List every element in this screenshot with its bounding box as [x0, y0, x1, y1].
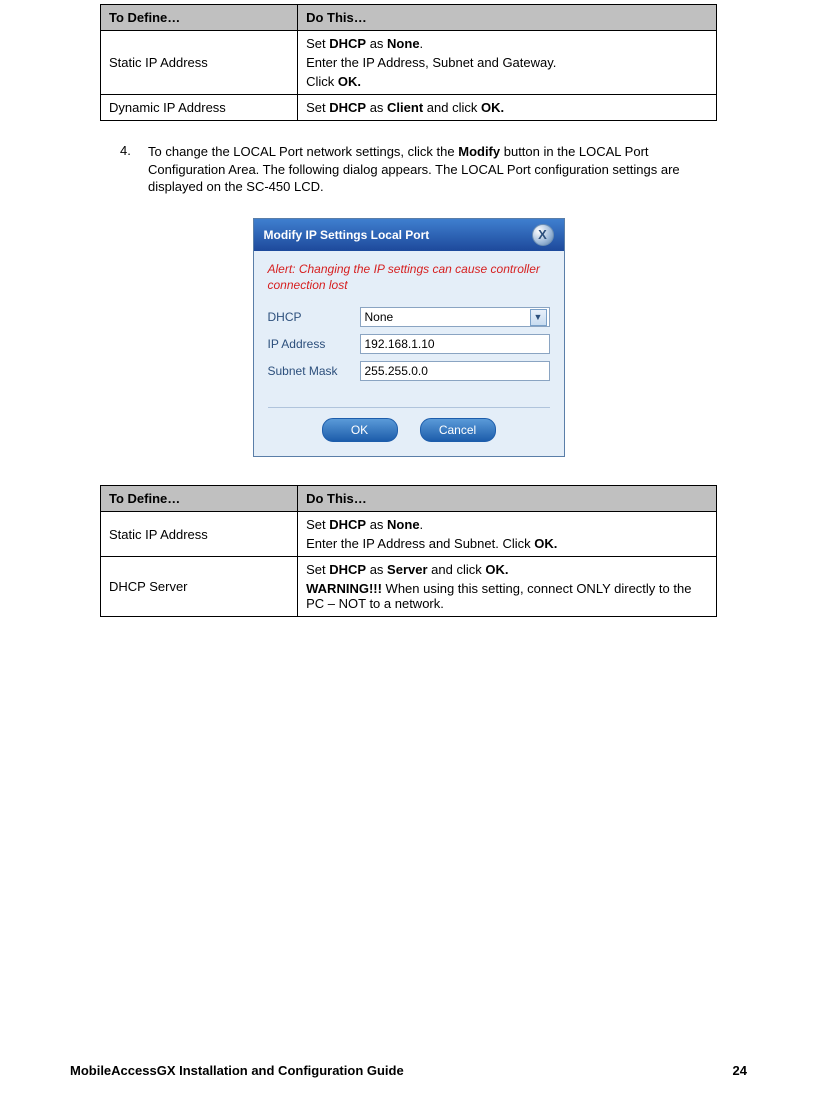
ok-button[interactable]: OK: [322, 418, 398, 442]
subnet-row: Subnet Mask: [268, 361, 550, 381]
table-row: Static IP AddressSet DHCP as None.Enter …: [101, 31, 717, 95]
dialog-titlebar: Modify IP Settings Local Port X: [254, 219, 564, 251]
definition-table-1: To Define… Do This… Static IP AddressSet…: [100, 4, 717, 121]
definition-table-2: To Define… Do This… Static IP AddressSet…: [100, 485, 717, 617]
table-header: To Define…: [101, 5, 298, 31]
dialog-body: Alert: Changing the IP settings can caus…: [254, 251, 564, 456]
ip-label: IP Address: [268, 337, 360, 351]
table-header: Do This…: [298, 5, 717, 31]
dhcp-select[interactable]: None ▼: [360, 307, 550, 327]
dhcp-label: DHCP: [268, 310, 360, 324]
table-header: To Define…: [101, 486, 298, 512]
ip-row: IP Address: [268, 334, 550, 354]
instruction-step: 4. To change the LOCAL Port network sett…: [100, 143, 717, 196]
dialog-title-text: Modify IP Settings Local Port: [264, 228, 430, 242]
subnet-input[interactable]: [360, 361, 550, 381]
table-cell: Set DHCP as Server and click OK.WARNING!…: [298, 557, 717, 617]
dialog-screenshot: Modify IP Settings Local Port X Alert: C…: [100, 218, 717, 457]
dhcp-value: None: [365, 310, 394, 324]
cancel-button[interactable]: Cancel: [420, 418, 496, 442]
table-header: Do This…: [298, 486, 717, 512]
table-header-row: To Define… Do This…: [101, 486, 717, 512]
step-number: 4.: [120, 143, 148, 196]
table-cell: Dynamic IP Address: [101, 95, 298, 121]
step-text: To change the LOCAL Port network setting…: [148, 143, 717, 196]
chevron-down-icon[interactable]: ▼: [530, 309, 547, 326]
table-cell: Set DHCP as None.Enter the IP Address an…: [298, 512, 717, 557]
page-number: 24: [733, 1063, 747, 1078]
close-icon[interactable]: X: [532, 224, 554, 246]
table-cell: Set DHCP as Client and click OK.: [298, 95, 717, 121]
table-cell: DHCP Server: [101, 557, 298, 617]
alert-text: Alert: Changing the IP settings can caus…: [268, 261, 550, 293]
table-row: Static IP AddressSet DHCP as None.Enter …: [101, 512, 717, 557]
page-footer: MobileAccessGX Installation and Configur…: [70, 1063, 747, 1078]
dialog-buttons: OK Cancel: [268, 418, 550, 442]
footer-title: MobileAccessGX Installation and Configur…: [70, 1063, 404, 1078]
table-row: DHCP ServerSet DHCP as Server and click …: [101, 557, 717, 617]
divider: [268, 407, 550, 408]
subnet-label: Subnet Mask: [268, 364, 360, 378]
table-cell: Static IP Address: [101, 31, 298, 95]
dhcp-row: DHCP None ▼: [268, 307, 550, 327]
table-cell: Static IP Address: [101, 512, 298, 557]
ip-input[interactable]: [360, 334, 550, 354]
table-header-row: To Define… Do This…: [101, 5, 717, 31]
table-row: Dynamic IP AddressSet DHCP as Client and…: [101, 95, 717, 121]
table-cell: Set DHCP as None.Enter the IP Address, S…: [298, 31, 717, 95]
modify-ip-dialog: Modify IP Settings Local Port X Alert: C…: [253, 218, 565, 457]
